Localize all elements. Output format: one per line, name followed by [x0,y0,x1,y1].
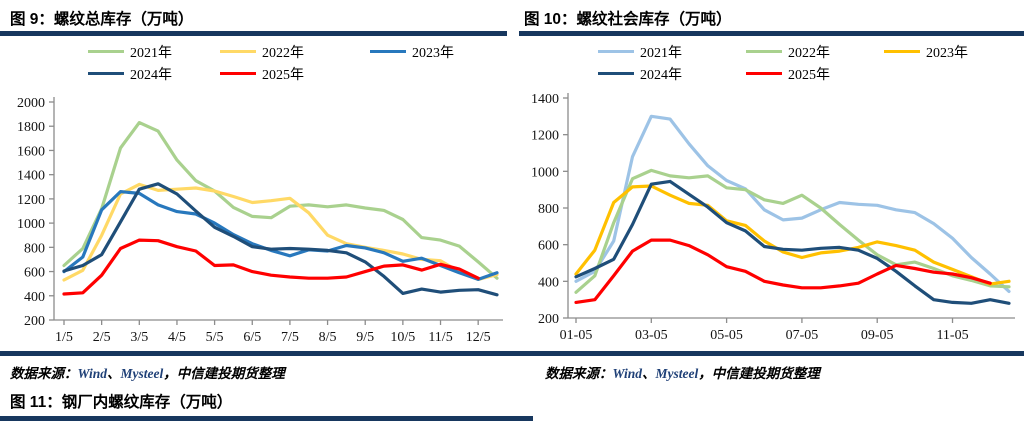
svg-text:1/5: 1/5 [55,330,73,345]
svg-text:200: 200 [24,314,45,329]
legend-swatch [884,49,920,54]
svg-text:2/5: 2/5 [93,330,111,345]
fig9-legend: 2021年 2022年 2023年 2024年 2025年 [88,42,490,83]
legend-item-fig10-2024年[interactable]: 2024年 [598,64,746,84]
source-note-right: 数据来源：Wind、Mysteel，中信建投期货整理 [545,362,820,382]
source-tail: 中信建投期货整理 [176,366,285,381]
svg-text:200: 200 [538,312,559,327]
fig9-title: 图 9：螺纹总库存（万吨） [10,11,194,28]
source-prefix: 数据来源： [545,366,613,381]
svg-text:1400: 1400 [17,169,45,184]
svg-text:1400: 1400 [531,92,559,107]
legend-label: 2025年 [262,67,304,83]
source-prefix: 数据来源： [10,366,78,381]
fig11-title: 图 11：钢厂内螺纹库存（万吨） [10,394,233,411]
svg-text:12/5: 12/5 [466,330,491,345]
svg-text:800: 800 [538,202,559,217]
svg-text:1600: 1600 [17,144,45,159]
source-separator: 、 [642,366,656,381]
legend-item-fig9-2021年[interactable]: 2021年 [88,42,220,62]
legend-label: 2021年 [640,45,682,61]
fig11-title-rule [0,416,533,421]
svg-text:2000: 2000 [17,96,45,111]
legend-label: 2024年 [130,67,172,83]
svg-text:01-05: 01-05 [560,328,593,343]
legend-swatch [598,49,634,54]
svg-text:1200: 1200 [17,193,45,208]
svg-text:5/5: 5/5 [206,330,224,345]
legend-item-fig9-2023年[interactable]: 2023年 [370,42,490,62]
source-separator: 、 [107,366,121,381]
svg-text:05-05: 05-05 [710,328,743,343]
legend-swatch [746,49,782,54]
svg-text:600: 600 [24,266,45,281]
legend-item-fig10-2023年[interactable]: 2023年 [884,42,1004,62]
source-mysteel: Mysteel [120,366,164,381]
svg-text:1800: 1800 [17,120,45,135]
svg-text:1000: 1000 [17,217,45,232]
fig10-legend: 2021年 2022年 2023年 2024年 2025年 [598,42,1004,83]
source-note-left: 数据来源：Wind、Mysteel，中信建投期货整理 [10,362,285,382]
legend-swatch [220,71,256,76]
legend-swatch [220,49,256,54]
svg-text:11/5: 11/5 [428,330,452,345]
svg-text:6/5: 6/5 [243,330,261,345]
legend-label: 2023年 [412,45,454,61]
legend-swatch [598,71,634,76]
svg-text:9/5: 9/5 [356,330,374,345]
fig9-title-rule [0,31,507,36]
legend-label: 2022年 [262,45,304,61]
legend-swatch [746,71,782,76]
legend-label: 2022年 [788,45,830,61]
legend-item-fig10-2022年[interactable]: 2022年 [746,42,884,62]
source-wind: Wind [77,366,108,381]
legend-item-fig9-2024年[interactable]: 2024年 [88,64,220,84]
svg-text:1000: 1000 [531,165,559,180]
legend-swatch [370,49,406,54]
fig10-title-rule [519,31,1024,36]
legend-swatch [88,49,124,54]
source-tail: 中信建投期货整理 [711,366,820,381]
legend-label: 2023年 [926,45,968,61]
legend-label: 2024年 [640,67,682,83]
svg-text:03-05: 03-05 [635,328,668,343]
source-mysteel: Mysteel [655,366,699,381]
svg-text:400: 400 [24,290,45,305]
legend-item-fig9-2025年[interactable]: 2025年 [220,64,370,84]
svg-text:600: 600 [538,239,559,254]
fig10-chart: 200 400 600 800 1000 1200 1400 01-05 03-05 05-05 0… [531,92,1015,343]
svg-text:07-05: 07-05 [786,328,819,343]
svg-text:3/5: 3/5 [130,330,148,345]
bottom-separator-rule [0,351,1024,356]
source-comma: ， [698,366,712,381]
svg-text:4/5: 4/5 [168,330,186,345]
legend-label: 2021年 [130,45,172,61]
svg-text:8/5: 8/5 [319,330,337,345]
svg-text:1200: 1200 [531,129,559,144]
legend-label: 2025年 [788,67,830,83]
svg-text:800: 800 [24,241,45,256]
legend-swatch [88,71,124,76]
svg-text:09-05: 09-05 [861,328,894,343]
legend-item-fig10-2021年[interactable]: 2021年 [598,42,746,62]
svg-text:400: 400 [538,275,559,290]
legend-item-fig9-2022年[interactable]: 2022年 [220,42,370,62]
fig10-title: 图 10：螺纹社会库存（万吨） [524,11,732,28]
svg-text:11-05: 11-05 [936,328,968,343]
source-wind: Wind [612,366,643,381]
svg-text:7/5: 7/5 [281,330,299,345]
svg-text:10/5: 10/5 [390,330,415,345]
fig9-chart: 200 400 600 800 1000 1200 1400 1600 1800 2000 1/5 2… [17,96,503,345]
source-comma: ， [163,366,177,381]
legend-item-fig10-2025年[interactable]: 2025年 [746,64,884,84]
